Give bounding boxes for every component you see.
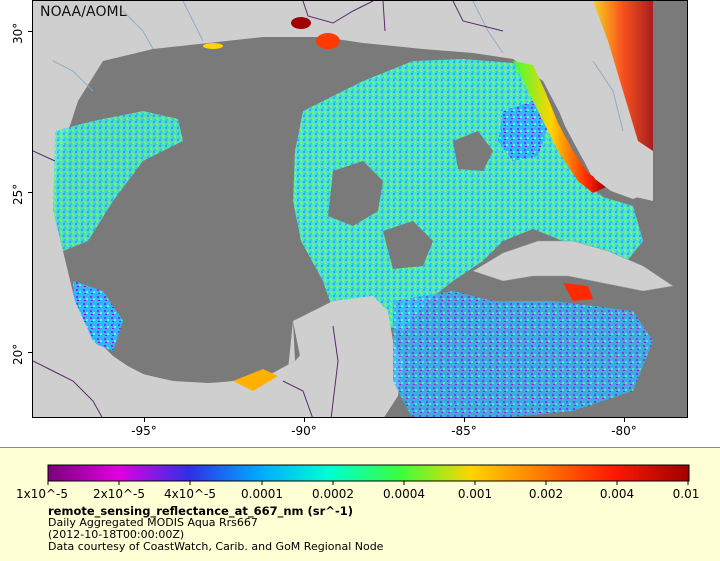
florida-east-band (593, 1, 653, 151)
louisiana-shelf-yellow (203, 43, 223, 49)
x-tick-label: -90° (291, 424, 317, 438)
colorbar-ticks (47, 481, 689, 485)
y-tick-mark (28, 352, 32, 353)
x-tick-mark (304, 418, 305, 422)
florida-coast-band (513, 61, 608, 193)
y-tick-label: 30° (11, 22, 25, 44)
cuba-land (472, 240, 674, 292)
colorbar-label: 0.002 (528, 487, 564, 501)
x-tick-label: -80° (611, 424, 637, 438)
colorbar-gradient (47, 464, 690, 482)
colorbar-label: 1x10^-5 (15, 487, 69, 501)
x-tick-mark (464, 418, 465, 422)
data-source: Data courtesy of CoastWatch, Carib. and … (48, 540, 384, 553)
dataset-description: Daily Aggregated MODIS Aqua Rrs667 (48, 516, 258, 529)
cloud-patch-2 (383, 221, 433, 269)
colorbar (47, 464, 690, 485)
political-borders (33, 1, 504, 417)
caribbean-mask (653, 1, 687, 417)
cuba-south-hotspot (563, 283, 593, 301)
legend-panel: 1x10^-5 2x10^-5 4x10^-5 0.0001 0.0002 0.… (0, 447, 720, 561)
y-tick-label: 25° (11, 183, 25, 205)
mississippi-delta-hotspot (316, 33, 340, 49)
y-tick-mark (28, 192, 32, 193)
cloud-patch-1 (328, 161, 383, 226)
map-canvas (33, 1, 687, 417)
legend-description: remote_sensing_reflectance_at_667_nm (sr… (48, 505, 383, 553)
map-frame[interactable] (32, 0, 688, 418)
louisiana-hotspot (291, 17, 311, 29)
data-swath-caribbean (393, 291, 653, 417)
colorbar-label: 0.001 (457, 487, 493, 501)
x-tick-mark (144, 418, 145, 422)
y-tick-mark (28, 31, 32, 32)
rivers (52, 1, 624, 132)
purple-patch-florida (498, 101, 548, 161)
variable-title: remote_sensing_reflectance_at_667_nm (sr… (48, 504, 353, 518)
x-tick-label: -95° (131, 424, 157, 438)
campeche-band (233, 369, 278, 391)
x-tick-mark (624, 418, 625, 422)
y-tick-label: 20° (11, 343, 25, 365)
cloud-patch-3 (453, 131, 493, 171)
colorbar-label: 0.0002 (312, 487, 354, 501)
colorbar-label: 2x10^-5 (92, 487, 146, 501)
colorbar-label: 0.0001 (241, 487, 283, 501)
data-swath-west (53, 111, 183, 251)
colorbar-label: 4x10^-5 (163, 487, 217, 501)
colorbar-label: 0.0004 (383, 487, 425, 501)
x-tick-label: -85° (451, 424, 477, 438)
map-credit: NOAA/AOML (40, 4, 127, 20)
colorbar-label: 0.004 (599, 487, 635, 501)
dataset-timestamp: (2012-10-18T00:00:00Z) (48, 528, 185, 541)
colorbar-label: 0.01 (672, 487, 700, 501)
mexico-land (33, 121, 295, 417)
yucatan-land (293, 296, 393, 417)
